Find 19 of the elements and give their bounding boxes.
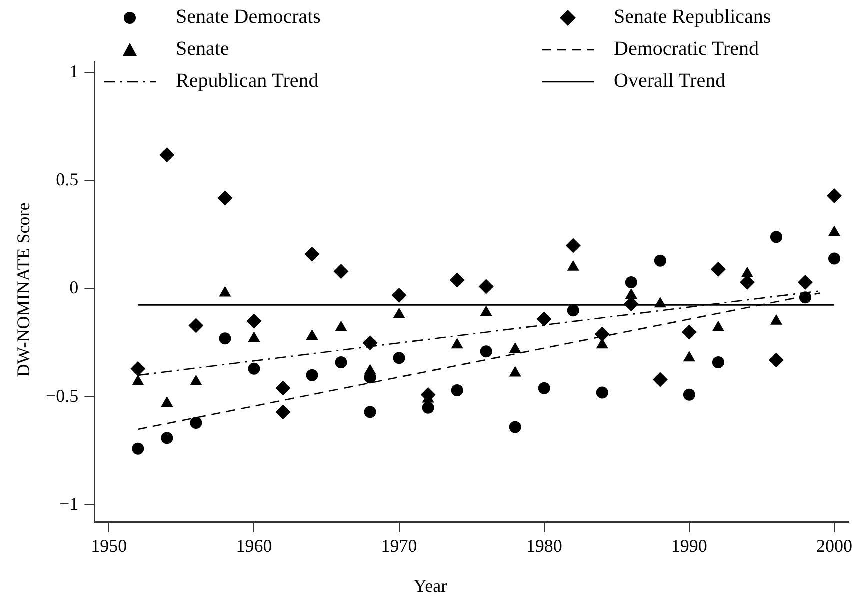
legend-label: Senate (176, 38, 230, 61)
legend-label: Democratic Trend (614, 38, 759, 61)
y-tick-label: 0.5 (56, 170, 79, 190)
legend-label: Senate Republicans (614, 6, 772, 29)
y-tick-label: 0 (70, 278, 79, 298)
y-tick-label: −1 (59, 494, 79, 514)
x-tick-label: 1950 (91, 536, 128, 556)
x-tick-label: 1980 (526, 536, 562, 556)
legend-label: Overall Trend (614, 70, 726, 93)
y-tick-label: 1 (70, 62, 79, 82)
x-tick-label: 1970 (381, 536, 418, 556)
x-axis-title: Year (412, 576, 448, 597)
legend-label: Republican Trend (176, 70, 319, 93)
legend-label: Senate Democrats (176, 6, 321, 29)
y-axis-title: DW-NOMINATE Score (14, 202, 34, 378)
x-tick-label: 1960 (236, 536, 272, 556)
x-tick-label: 2000 (816, 536, 852, 556)
x-tick-label: 1990 (671, 536, 708, 556)
y-tick-label: −0.5 (46, 386, 79, 406)
